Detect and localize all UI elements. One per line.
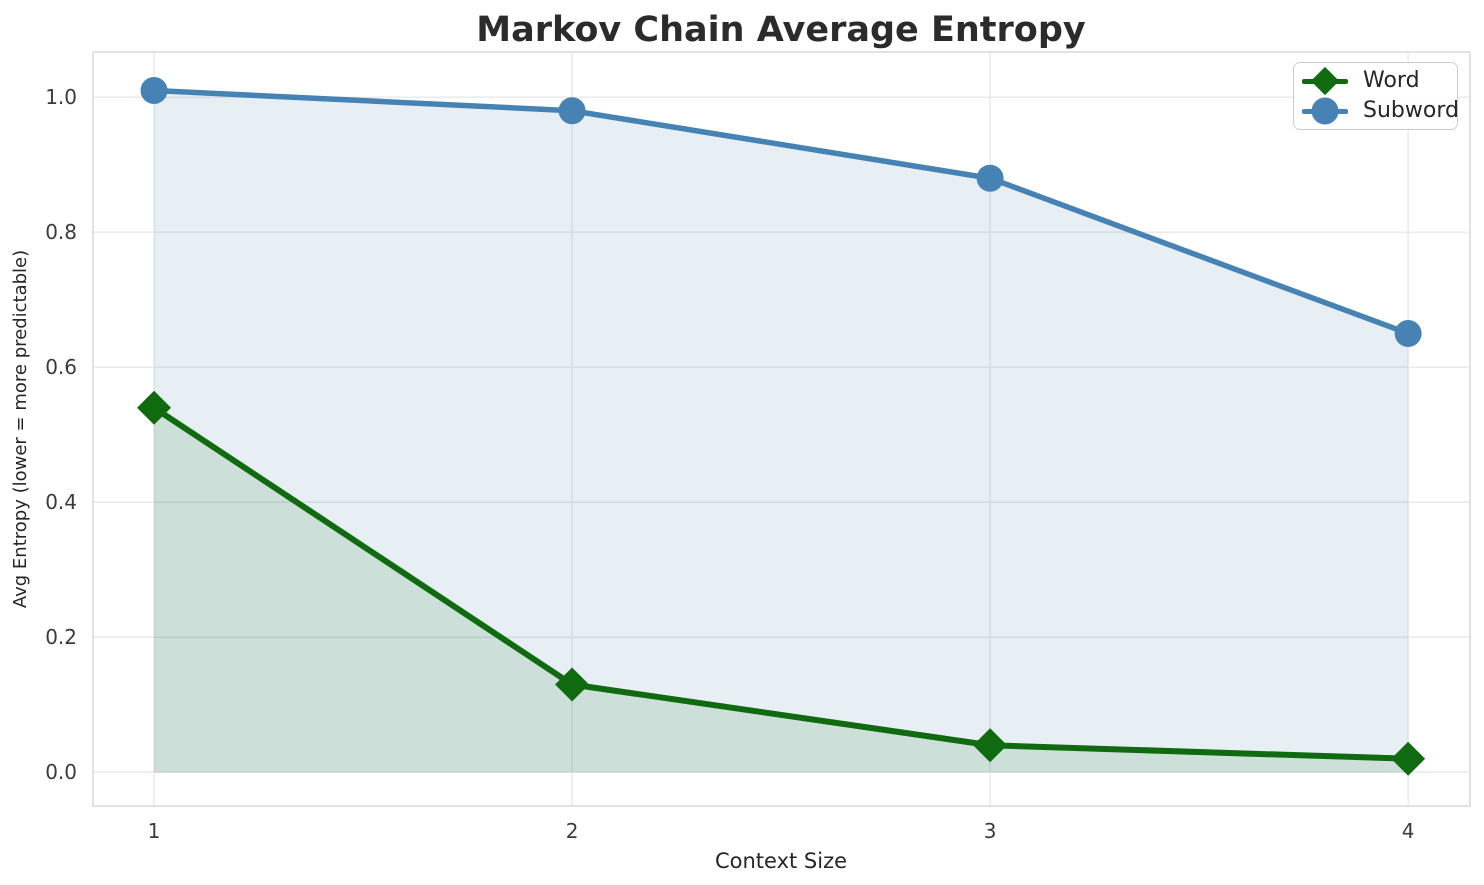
word-marker	[555, 667, 590, 702]
chart-title: Markov Chain Average Entropy	[476, 10, 1086, 50]
legend-label-subword: Subword	[1363, 98, 1459, 123]
y-tick-label: 0.2	[45, 625, 77, 649]
x-tick-label: 3	[984, 819, 997, 843]
subword-marker	[140, 76, 168, 104]
y-tick-label: 0.4	[45, 490, 77, 514]
word-area-fill	[154, 407, 1409, 773]
word-legend-sample	[1300, 66, 1350, 96]
x-tick-label: 4	[1402, 819, 1415, 843]
x-tick-label: 1	[148, 819, 161, 843]
subword-circle-icon	[1311, 97, 1339, 125]
y-tick-label: 0.0	[45, 760, 77, 784]
word-marker	[137, 390, 172, 425]
y-tick-label: 0.8	[45, 220, 77, 244]
y-axis-label: Avg Entropy (lower = more predictable)	[10, 250, 31, 608]
y-tick-label: 0.6	[45, 355, 77, 379]
subword-marker	[976, 164, 1004, 192]
plot-border	[92, 51, 1471, 807]
subword-marker	[558, 97, 586, 125]
x-axis-label: Context Size	[715, 849, 847, 873]
x-tick-label: 2	[566, 819, 579, 843]
word-diamond-icon	[1310, 66, 1340, 96]
subword-legend-sample	[1300, 96, 1350, 126]
y-tick-label: 1.0	[45, 85, 77, 109]
legend-item-subword: Subword	[1300, 96, 1459, 126]
word-line	[151, 404, 1412, 762]
legend-label-word: Word	[1363, 68, 1420, 93]
subword-line	[151, 87, 1411, 337]
subword-area-fill	[154, 90, 1409, 773]
subword-marker	[1394, 319, 1422, 347]
plot-area: 1 2 3 4 0.0 0.2 0.4 0.6 0.8 1.0	[45, 51, 1471, 843]
word-marker	[1391, 741, 1426, 776]
legend-item-word: Word	[1300, 66, 1449, 96]
legend: Word Subword	[1293, 62, 1459, 130]
word-marker	[973, 728, 1008, 763]
